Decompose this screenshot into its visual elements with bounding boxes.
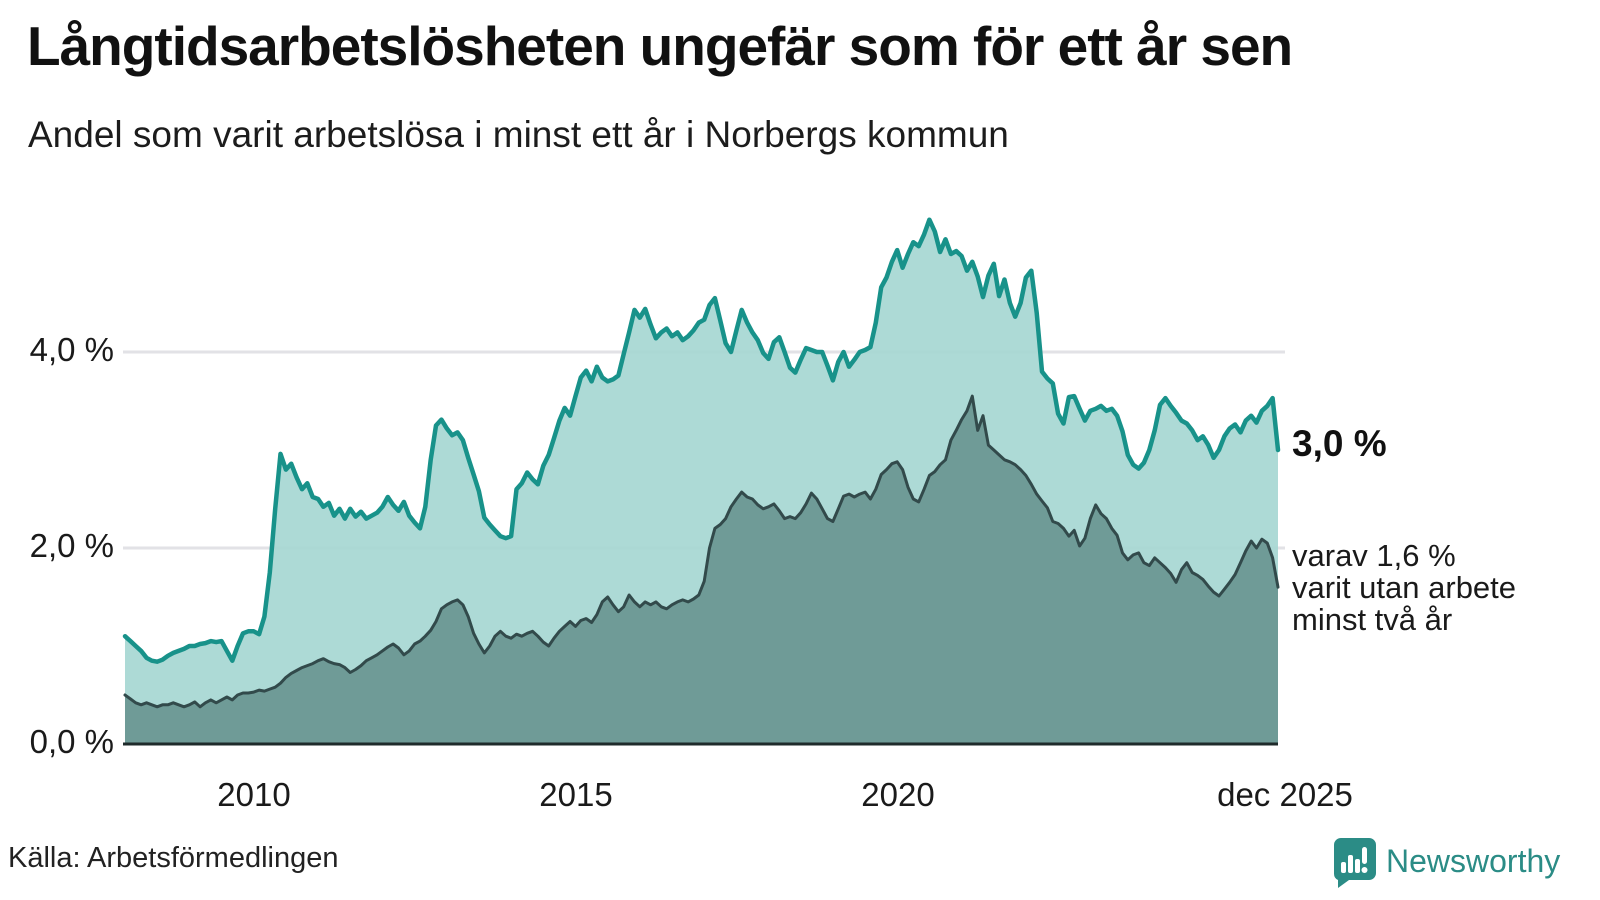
page-subtitle: Andel som varit arbetslösa i minst ett å… [28, 114, 1009, 155]
series-area-two-years [125, 396, 1278, 744]
logo-exclamation-bar [1362, 847, 1367, 864]
end-note-line-3: minst två år [1292, 602, 1453, 637]
series-line-one-year [122, 217, 1281, 664]
end-value-label-one-year: 3,0 % [1292, 423, 1387, 464]
x-axis-tick-2020: 2020 [861, 776, 935, 813]
end-note-two-years: varav 1,6 % varit utan arbete minst två … [1292, 540, 1516, 636]
series-line-two-years [123, 394, 1280, 709]
source-credit: Källa: Arbetsförmedlingen [8, 842, 339, 874]
y-axis-tick-0: 0,0 % [29, 723, 114, 760]
x-axis-tick-dec-2025: dec 2025 [1217, 776, 1353, 813]
end-note-line-1: varav 1,6 % [1292, 538, 1456, 573]
page-title: Långtidsarbetslösheten ungefär som för e… [27, 15, 1293, 77]
logo-bar-3 [1355, 859, 1360, 873]
newsworthy-logo-icon [1334, 838, 1376, 888]
x-axis-tick-2015: 2015 [539, 776, 613, 813]
logo-bar-2 [1348, 855, 1353, 873]
logo-bar-1 [1341, 862, 1346, 873]
newsworthy-brand: Newsworthy [1331, 836, 1560, 892]
end-note-line-2: varit utan arbete [1292, 570, 1517, 605]
x-axis-tick-2010: 2010 [217, 776, 291, 813]
y-axis-tick-4: 4,0 % [29, 331, 114, 368]
y-axis-tick-2: 2,0 % [29, 527, 114, 564]
logo-exclamation-dot [1361, 867, 1368, 873]
newsworthy-logo-text: Newsworthy [1386, 843, 1561, 879]
